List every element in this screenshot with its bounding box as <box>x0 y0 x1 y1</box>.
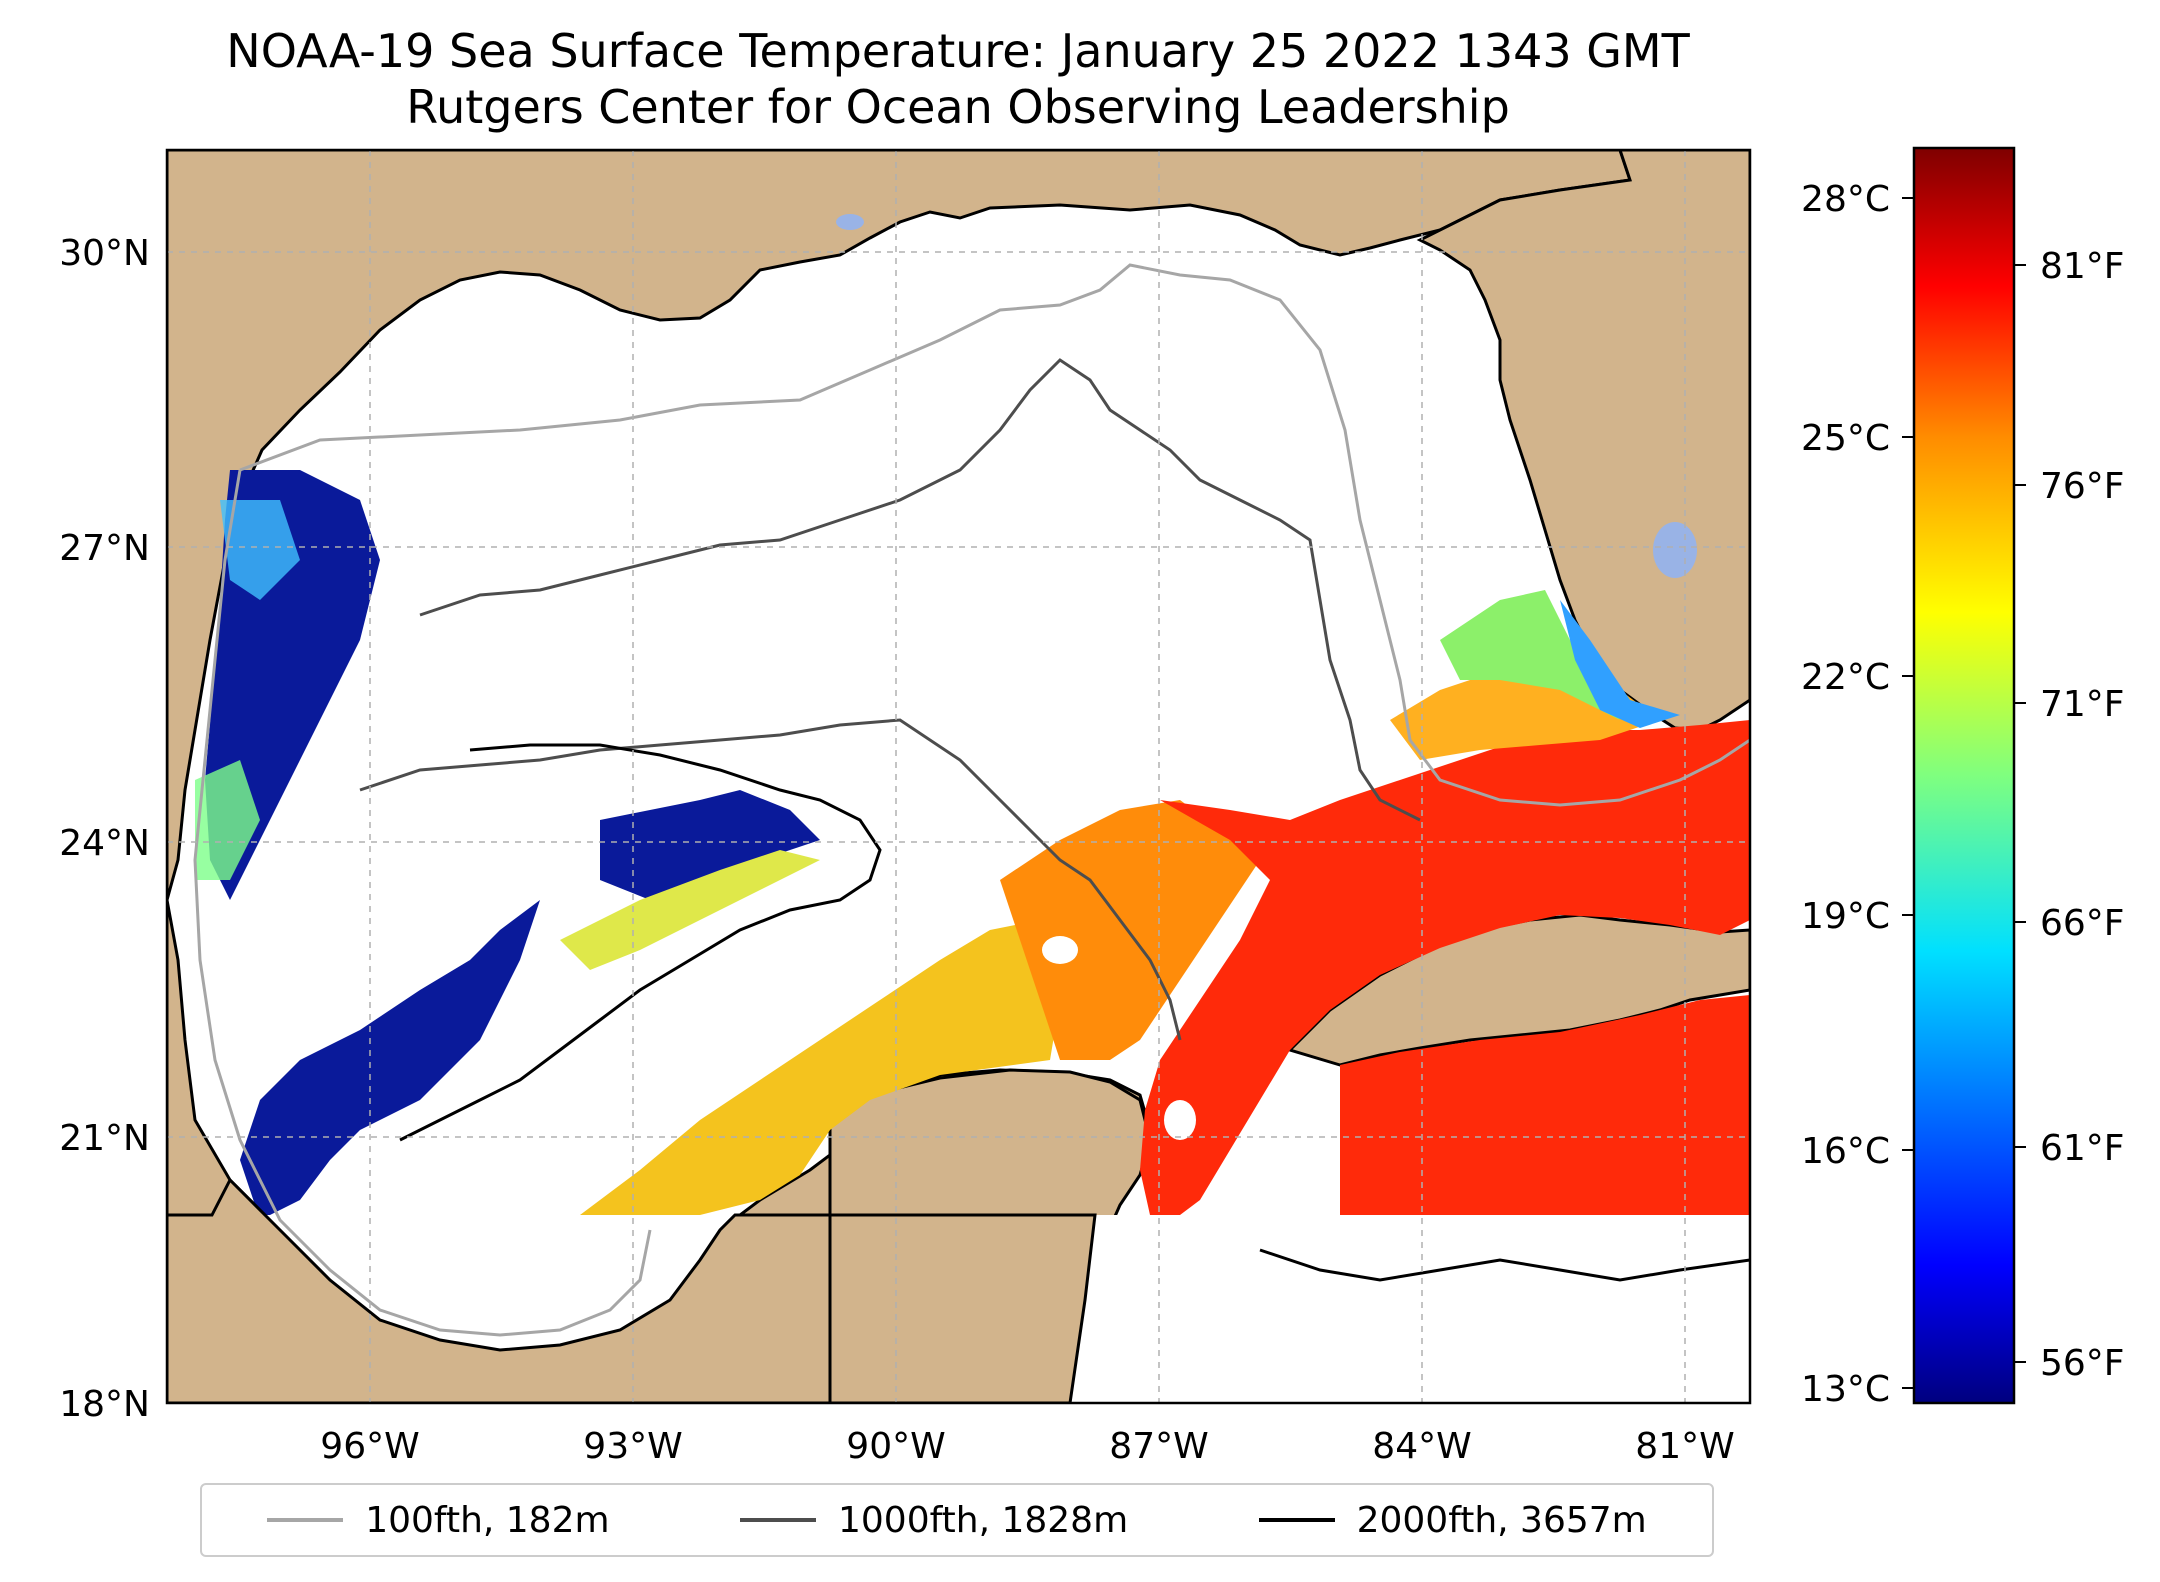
legend-label: 100fth, 182m <box>365 1499 610 1541</box>
map-frame <box>165 148 1752 1405</box>
cloud-gap <box>1042 936 1078 964</box>
isobath-100fth-west <box>193 469 652 1337</box>
sst-green-west <box>195 760 260 880</box>
legend-label: 1000fth, 1828m <box>837 1499 1129 1541</box>
lat-axis: 30°N 27°N 24°N 21°N 18°N <box>59 233 150 1425</box>
legend-item-2000fth: 2000fth, 3657m <box>1258 1499 1647 1541</box>
lon-label: 90°W <box>846 1426 945 1467</box>
lake-okeechobee <box>1653 522 1697 578</box>
isobath-1000fth-south <box>359 718 1182 1041</box>
legend-item-1000fth: 1000fth, 1828m <box>739 1499 1129 1541</box>
legend-label: 2000fth, 3657m <box>1356 1499 1647 1541</box>
sst-warm-red-south <box>1340 995 1750 1215</box>
lon-label: 84°W <box>1372 1426 1471 1467</box>
fahrenheit-tick: 71°F <box>2040 684 2125 725</box>
sst-florida-coast-blue <box>1560 600 1680 728</box>
lat-label: 27°N <box>59 528 150 569</box>
celsius-tick: 13°C <box>1801 1369 1890 1410</box>
celsius-tick: 16°C <box>1801 1131 1890 1172</box>
lon-axis: 96°W 93°W 90°W 87°W 84°W 81°W <box>320 1426 1734 1467</box>
sst-cold-sw <box>240 900 540 1220</box>
sst-yellow-strip <box>560 850 820 970</box>
lat-label: 18°N <box>59 1384 150 1425</box>
sst-florida-coast-green <box>1440 590 1620 720</box>
land-mexico-band <box>167 1177 832 1403</box>
lon-label: 96°W <box>320 1426 419 1467</box>
celsius-tick: 25°C <box>1801 418 1890 459</box>
cloud-gap <box>1164 1100 1196 1140</box>
legend-item-100fth: 100fth, 182m <box>267 1499 610 1541</box>
lon-label: 93°W <box>583 1426 682 1467</box>
colorbar-fahrenheit-axis: 81°F 76°F 71°F 66°F 61°F 56°F <box>2014 246 2125 1384</box>
sst-teal-west <box>220 500 300 600</box>
lon-label: 87°W <box>1109 1426 1208 1467</box>
isobath-1000fth <box>419 358 1421 822</box>
sst-cold-mid <box>600 790 820 900</box>
isobath-2000fth <box>399 743 882 1142</box>
graticule <box>167 150 1750 1403</box>
lon-label: 81°W <box>1635 1426 1734 1467</box>
legend-swatch <box>1258 1518 1335 1522</box>
celsius-tick: 28°C <box>1801 179 1890 220</box>
sst-warm-red <box>1140 720 1750 1215</box>
fahrenheit-tick: 61°F <box>2040 1128 2125 1169</box>
lake-pontchartrain <box>836 214 864 230</box>
isobath-100fth <box>239 263 1750 807</box>
colorbar <box>1912 146 2016 1405</box>
fahrenheit-tick: 81°F <box>2040 246 2125 287</box>
isobath-legend: 100fth, 182m 1000fth, 1828m 2000fth, 365… <box>200 1483 1714 1557</box>
legend-swatch <box>267 1518 344 1522</box>
celsius-tick: 22°C <box>1801 657 1890 698</box>
chart-subtitle: Rutgers Center for Ocean Observing Leade… <box>406 80 1510 134</box>
sst-warm-yellow <box>580 920 1060 1215</box>
legend-swatch <box>739 1518 816 1522</box>
lat-label: 21°N <box>59 1118 150 1159</box>
fahrenheit-tick: 66°F <box>2040 903 2125 944</box>
fahrenheit-tick: 76°F <box>2040 466 2125 507</box>
land-yucatan-band <box>828 1213 1097 1403</box>
cloud-gap <box>1268 1100 1312 1160</box>
isobath-2000fth-east <box>1259 1248 1750 1282</box>
colorbar-celsius-axis: 28°C 25°C 22°C 19°C 16°C 13°C <box>1801 179 1914 1410</box>
lat-label: 30°N <box>59 233 150 274</box>
celsius-tick: 19°C <box>1801 896 1890 937</box>
fahrenheit-tick: 56°F <box>2040 1343 2125 1384</box>
chart-title: NOAA-19 Sea Surface Temperature: January… <box>226 24 1690 78</box>
lat-label: 24°N <box>59 823 150 864</box>
